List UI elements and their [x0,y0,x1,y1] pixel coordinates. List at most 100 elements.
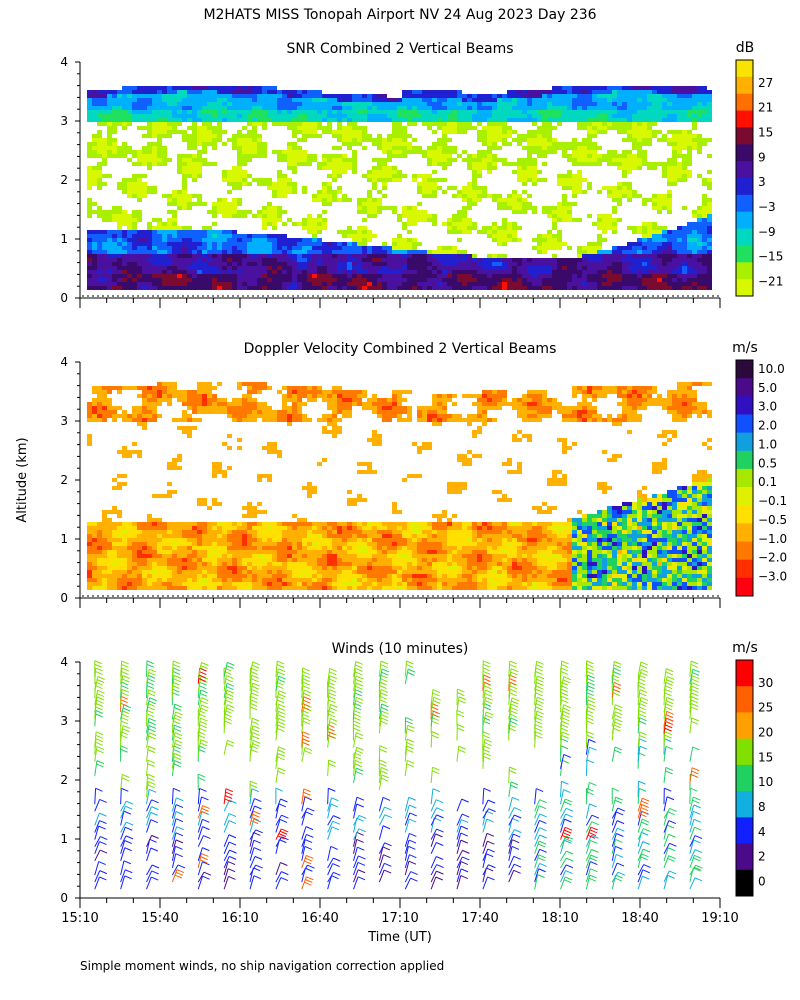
heatmap-cell [142,254,147,258]
heatmap-cell [232,282,237,286]
heatmap-cell [167,546,172,550]
heatmap-cell [272,246,277,250]
heatmap-cell [92,170,97,174]
heatmap-cell [642,86,647,90]
heatmap-cell [247,258,252,262]
heatmap-cell [552,114,557,118]
heatmap-cell [677,166,682,170]
heatmap-cell [502,238,507,242]
heatmap-cell [702,138,707,142]
heatmap-cell [477,190,482,194]
heatmap-cell [687,114,692,118]
heatmap-cell [622,102,627,106]
heatmap-cell [497,146,502,150]
heatmap-cell [397,178,402,182]
heatmap-cell [537,102,542,106]
heatmap-cell [397,278,402,282]
heatmap-cell [142,558,147,562]
heatmap-cell [602,94,607,98]
heatmap-cell [92,90,97,94]
heatmap-cell [262,218,267,222]
heatmap-cell [372,266,377,270]
heatmap-cell [357,130,362,134]
heatmap-cell [192,90,197,94]
heatmap-cell [252,110,257,114]
heatmap-cell [667,254,672,258]
heatmap-cell [147,542,152,546]
heatmap-cell [557,142,562,146]
heatmap-cell [357,198,362,202]
heatmap-cell [307,158,312,162]
heatmap-cell [127,214,132,218]
heatmap-cell [217,250,222,254]
heatmap-cell [592,106,597,110]
heatmap-cell [137,410,142,414]
heatmap-cell [97,282,102,286]
heatmap-cell [457,130,462,134]
heatmap-cell [572,190,577,194]
heatmap-cell [622,186,627,190]
heatmap-cell [327,154,332,158]
heatmap-cell [112,554,117,558]
heatmap-cell [627,130,632,134]
heatmap-cell [392,266,397,270]
heatmap-cell [547,130,552,134]
heatmap-cell [517,90,522,94]
heatmap-cell [382,182,387,186]
heatmap-cell [237,210,242,214]
heatmap-cell [662,166,667,170]
heatmap-cell [437,258,442,262]
heatmap-cell [372,106,377,110]
heatmap-cell [147,126,152,130]
heatmap-cell [377,282,382,286]
heatmap-cell [152,282,157,286]
heatmap-cell [122,410,127,414]
heatmap-cell [417,118,422,122]
heatmap-cell [252,278,257,282]
heatmap-cell [117,546,122,550]
heatmap-cell [292,274,297,278]
heatmap-cell [572,194,577,198]
heatmap-cell [127,234,132,238]
heatmap-cell [102,586,107,590]
heatmap-cell [302,282,307,286]
heatmap-cell [622,262,627,266]
heatmap-cell [147,166,152,170]
heatmap-cell [637,266,642,270]
heatmap-cell [142,410,147,414]
heatmap-cell [102,558,107,562]
heatmap-cell [252,94,257,98]
heatmap-cell [167,230,172,234]
heatmap-cell [602,130,607,134]
heatmap-cell [502,262,507,266]
heatmap-cell [197,134,202,138]
heatmap-cell [582,154,587,158]
heatmap-cell [227,90,232,94]
heatmap-cell [517,226,522,230]
heatmap-cell [442,138,447,142]
heatmap-cell [107,286,112,290]
heatmap-cell [117,114,122,118]
heatmap-cell [332,170,337,174]
velocity-title: Doppler Velocity Combined 2 Vertical Bea… [244,341,557,357]
heatmap-cell [447,274,452,278]
heatmap-cell [167,198,172,202]
heatmap-cell [287,278,292,282]
heatmap-cell [542,94,547,98]
heatmap-cell [307,254,312,258]
heatmap-cell [112,550,117,554]
heatmap-cell [222,238,227,242]
heatmap-cell [302,98,307,102]
heatmap-cell [172,550,177,554]
heatmap-cell [147,234,152,238]
heatmap-cell [427,274,432,278]
heatmap-cell [582,114,587,118]
heatmap-cell [182,130,187,134]
heatmap-cell [192,254,197,258]
heatmap-cell [597,114,602,118]
heatmap-cell [192,98,197,102]
heatmap-cell [317,270,322,274]
heatmap-cell [262,146,267,150]
heatmap-cell [302,286,307,290]
heatmap-cell [627,114,632,118]
